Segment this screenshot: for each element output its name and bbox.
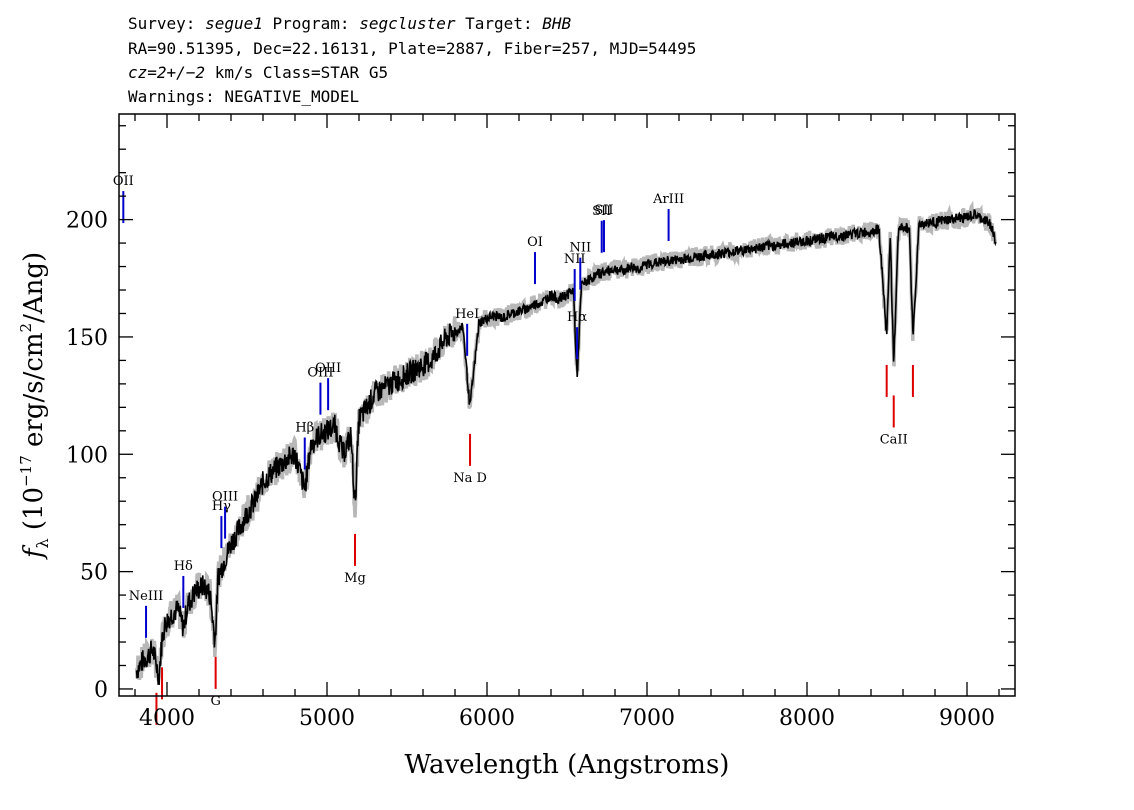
- spectrum-layer: [135, 209, 997, 685]
- emission-line-marker: OI: [527, 235, 543, 285]
- emission-line-marker: OIII: [307, 366, 333, 415]
- emission-line-marker: Hα: [567, 310, 587, 360]
- header-segment: Target:: [456, 14, 543, 33]
- emission-line-label: SII: [594, 203, 613, 218]
- spectrum-line: [135, 209, 997, 685]
- emission-line-label: Hα: [567, 310, 587, 325]
- absorption-line-label: Mg: [344, 571, 366, 586]
- y-axis-title-part: λ: [33, 538, 52, 548]
- emission-line-label: Hβ: [295, 420, 314, 435]
- header-line-warnings: Warnings: NEGATIVE_MODEL: [128, 87, 359, 106]
- model-band: [134, 200, 998, 681]
- plot-frame: [118, 113, 1016, 697]
- emission-line-marker: SII: [594, 203, 614, 253]
- y-axis-title: fλ (10−17 erg/s/cm2/Ang): [17, 252, 52, 560]
- header-segment: segcluster: [359, 14, 456, 33]
- header-segment: cz=2+/−2: [128, 63, 205, 82]
- absorption-line-marker: G: [210, 656, 221, 709]
- emission-line-label: NeIII: [129, 589, 163, 604]
- y-tick-label: 50: [80, 561, 108, 586]
- emission-line-label: OII: [113, 174, 134, 189]
- axis-ticks: 4000 5000 6000 7000 8000 9000 0 50 100 150 200: [66, 114, 1015, 731]
- header-segment: Program:: [263, 14, 359, 33]
- y-tick-label: 0: [94, 678, 108, 703]
- absorption-line-marker: Na D: [453, 433, 487, 486]
- model-layer: [134, 200, 998, 681]
- header-line-redshift: cz=2+/−2 km/s Class=STAR G5: [128, 63, 388, 82]
- emission-line-marker: Hγ: [212, 499, 231, 549]
- y-tick-label: 150: [66, 326, 108, 351]
- y-tick-label: 200: [66, 209, 108, 234]
- y-axis-title-part: 2: [17, 323, 35, 333]
- emission-line-marker: OIII: [212, 490, 238, 539]
- emission-line-marker: NII: [569, 241, 591, 290]
- header-segment: BHB: [542, 14, 571, 33]
- absorption-line-label: CaII: [880, 432, 908, 447]
- y-axis-title-part: erg/s/cm: [19, 332, 49, 455]
- emission-line-marker: Hβ: [295, 420, 314, 470]
- emission-line-marker: OIII: [315, 361, 341, 411]
- emission-line-label: SII: [592, 204, 611, 219]
- header-line-coordinates: RA=90.51395, Dec=22.16131, Plate=2887, F…: [128, 39, 696, 58]
- emission-line-marker: OII: [113, 174, 134, 224]
- emission-line-label: OIII: [315, 361, 341, 376]
- emission-line-label: ArIII: [652, 192, 684, 207]
- emission-line-label: OIII: [212, 490, 238, 505]
- emission-line-label: OIII: [307, 366, 333, 381]
- line-markers: OIINeIIIHδHγOIIIHβOIIIOIIIHeIOINIIHαNIIS…: [113, 174, 914, 725]
- emission-line-label: NII: [569, 241, 591, 256]
- emission-line-marker: HeI: [455, 307, 479, 356]
- emission-line-label: HeI: [455, 307, 479, 322]
- emission-line-marker: SII: [592, 204, 611, 253]
- x-tick-label: 9000: [939, 706, 995, 731]
- x-tick-label: 5000: [299, 706, 355, 731]
- y-axis-title-part: /Ang): [19, 252, 49, 323]
- absorption-line-label: Na D: [453, 471, 487, 486]
- emission-line-label: Hδ: [174, 559, 193, 574]
- x-tick-label: 7000: [619, 706, 675, 731]
- emission-line-marker: Hδ: [174, 559, 193, 608]
- emission-line-label: Hγ: [212, 499, 231, 514]
- emission-line-marker: ArIII: [652, 192, 684, 242]
- emission-line-label: OI: [527, 235, 543, 250]
- header-line-survey: Survey: segue1 Program: segcluster Targe…: [128, 14, 571, 33]
- x-tick-label: 6000: [459, 706, 515, 731]
- absorption-line-label: G: [210, 694, 220, 709]
- y-axis-title-part: (10: [19, 487, 49, 539]
- y-axis-title-part: −17: [17, 455, 35, 487]
- header: Survey: segue1 Program: segcluster Targe…: [128, 14, 696, 106]
- absorption-line-marker: CaII: [880, 395, 908, 447]
- absorption-line-marker: Mg: [344, 533, 366, 586]
- y-tick-label: 100: [66, 443, 108, 468]
- header-segment: km/s Class=STAR G5: [205, 63, 388, 82]
- header-segment: Survey:: [128, 14, 205, 33]
- x-axis-title: Wavelength (Angstroms): [405, 750, 730, 780]
- header-segment: segue1: [205, 14, 263, 33]
- x-tick-label: 4000: [139, 706, 195, 731]
- emission-line-marker: NeIII: [129, 589, 163, 638]
- x-tick-label: 8000: [779, 706, 835, 731]
